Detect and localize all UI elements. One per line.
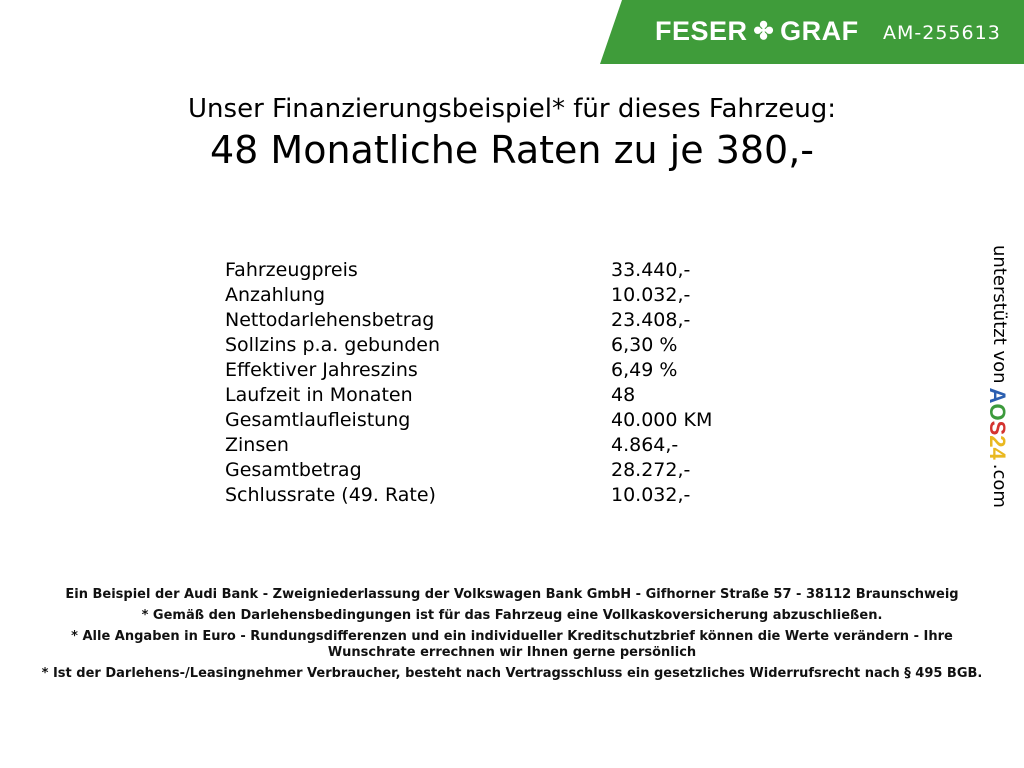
row-value: 4.864,- bbox=[611, 434, 679, 456]
table-row: Effektiver Jahreszins 6,49 % bbox=[225, 358, 712, 383]
footer-note: * Alle Angaben in Euro - Rundungsdiffere… bbox=[71, 629, 953, 660]
row-label: Laufzeit in Monaten bbox=[225, 384, 413, 406]
row-label: Zinsen bbox=[225, 434, 289, 456]
title-line1: Unser Finanzierungsbeispiel* für dieses … bbox=[188, 94, 836, 124]
row-value: 40.000 KM bbox=[611, 409, 713, 431]
footer-note: Ein Beispiel der Audi Bank - Zweignieder… bbox=[65, 587, 959, 602]
table-row: Zinsen 4.864,- bbox=[225, 433, 712, 458]
supported-by-suffix: .com bbox=[989, 463, 1010, 508]
ad-code: AM-255613 bbox=[883, 22, 1001, 44]
finance-table: Fahrzeugpreis 33.440,- Anzahlung 10.032,- Ne… bbox=[225, 258, 712, 508]
row-label: Gesamtbetrag bbox=[225, 459, 362, 481]
table-row: Gesamtbetrag 28.272,- bbox=[225, 458, 712, 483]
row-value: 48 bbox=[611, 384, 636, 406]
row-label: Gesamtlaufleistung bbox=[225, 409, 411, 431]
brand-right: GRAF bbox=[780, 16, 859, 46]
clover-icon: ✤ bbox=[753, 17, 775, 45]
brand-logo: FESER ✤ GRAF bbox=[655, 16, 859, 47]
supported-by-text: unterstützt von bbox=[989, 245, 1010, 384]
table-row: Nettodarlehensbetrag 23.408,- bbox=[225, 308, 712, 333]
footer-note: * Ist der Darlehens-/Leasingnehmer Verbr… bbox=[41, 666, 983, 681]
row-label: Schlussrate (49. Rate) bbox=[225, 484, 436, 506]
brand-left: FESER bbox=[655, 16, 748, 46]
table-row: Schlussrate (49. Rate) 10.032,- bbox=[225, 483, 712, 508]
footer-notes: Ein Beispiel der Audi Bank - Zweignieder… bbox=[40, 587, 984, 687]
row-value: 23.408,- bbox=[611, 309, 691, 331]
aos24-logo: AOS24 bbox=[985, 387, 1010, 460]
header-banner bbox=[600, 0, 1024, 64]
row-label: Anzahlung bbox=[225, 284, 326, 306]
footer-note: * Gemäß den Darlehensbedingungen ist für… bbox=[141, 608, 883, 623]
row-label: Nettodarlehensbetrag bbox=[225, 309, 435, 331]
row-value: 10.032,- bbox=[611, 484, 691, 506]
row-value: 33.440,- bbox=[611, 259, 691, 281]
table-row: Gesamtlaufleistung 40.000 KM bbox=[225, 408, 712, 433]
row-value: 6,49 % bbox=[611, 359, 678, 381]
row-value: 6,30 % bbox=[611, 334, 678, 356]
table-row: Sollzins p.a. gebunden 6,30 % bbox=[225, 333, 712, 358]
row-value: 28.272,- bbox=[611, 459, 691, 481]
table-row: Anzahlung 10.032,- bbox=[225, 283, 712, 308]
row-label: Effektiver Jahreszins bbox=[225, 359, 418, 381]
table-row: Laufzeit in Monaten 48 bbox=[225, 383, 712, 408]
row-label: Fahrzeugpreis bbox=[225, 259, 358, 281]
row-label: Sollzins p.a. gebunden bbox=[225, 334, 440, 356]
table-row: Fahrzeugpreis 33.440,- bbox=[225, 258, 712, 283]
title-line2: 48 Monatliche Raten zu je 380,- bbox=[209, 128, 815, 172]
supported-by: unterstützt von AOS24 .com bbox=[984, 245, 1010, 508]
row-value: 10.032,- bbox=[611, 284, 691, 306]
